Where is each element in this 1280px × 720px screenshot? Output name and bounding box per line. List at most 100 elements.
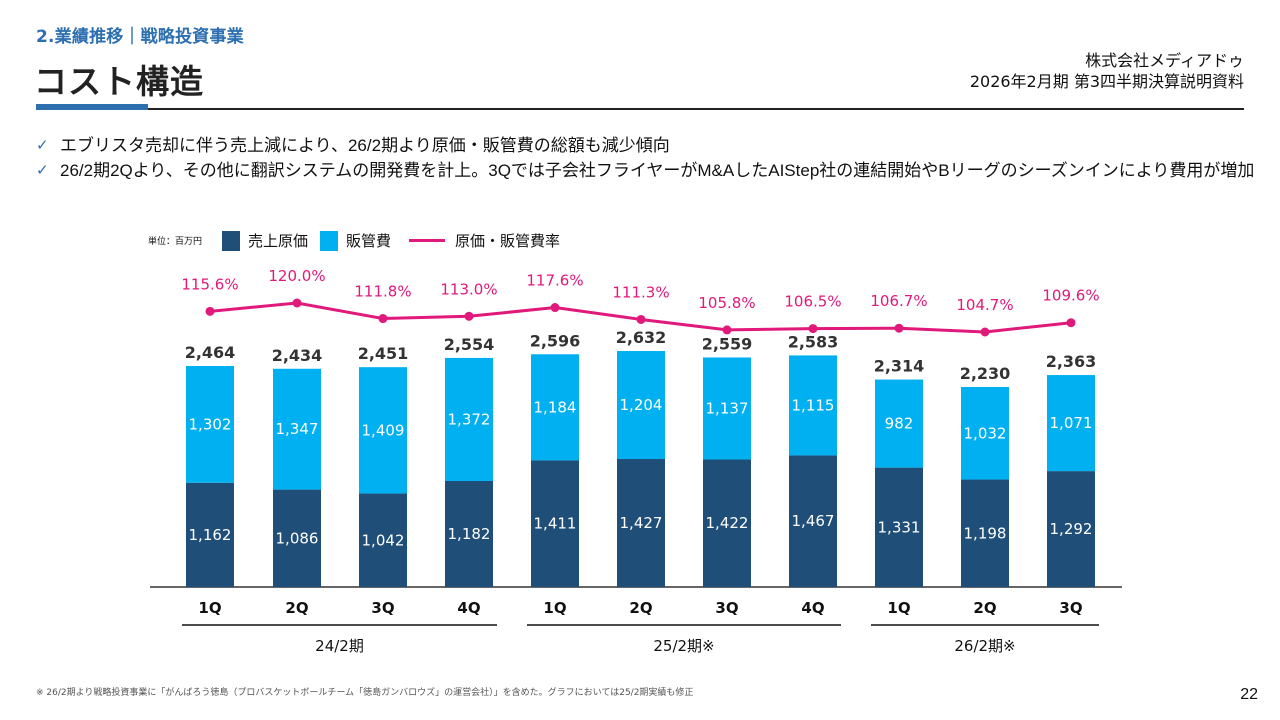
x-tick-label: 1Q (543, 599, 566, 617)
data-label-cost-of-sales: 1,198 (964, 524, 1007, 542)
x-tick-label: 4Q (457, 599, 480, 617)
data-label-sga: 1,115 (792, 396, 835, 414)
data-label-sga: 1,071 (1050, 414, 1093, 432)
data-label-sga: 1,409 (362, 421, 405, 439)
bar-sga (789, 355, 837, 456)
data-label-total: 2,464 (185, 343, 236, 362)
data-label-total: 2,434 (272, 346, 323, 365)
page-title: コスト構造 (34, 62, 204, 101)
bar-sga (359, 367, 407, 494)
group-label: 25/2期※ (653, 637, 714, 655)
data-label-total: 2,230 (960, 364, 1011, 383)
bullet-text: 26/2期2Qより、その他に翻訳システムの開発費を計上。3Qでは子会社フライヤー… (60, 161, 1255, 180)
bar-cost-of-sales (273, 489, 321, 587)
ratio-label: 111.3% (612, 283, 669, 301)
group-label: 26/2期※ (954, 637, 1015, 655)
data-label-cost-of-sales: 1,427 (620, 514, 663, 532)
ratio-point (894, 323, 904, 333)
data-label-cost-of-sales: 1,331 (878, 518, 921, 536)
data-label-cost-of-sales: 1,292 (1050, 520, 1093, 538)
bullet-list: ✓ エブリスタ売却に伴う売上減により、26/2期より原価・販管費の総額も減少傾向… (36, 133, 1256, 183)
ratio-label: 104.7% (956, 296, 1013, 314)
section-title: 2.業績推移｜戦略投資事業 (36, 27, 244, 47)
bar-sga (1047, 375, 1095, 472)
ratio-label: 120.0% (268, 267, 325, 285)
legend-swatch-cost-of-sales (222, 230, 241, 251)
bar-sga (186, 366, 234, 483)
x-tick-label: 1Q (887, 599, 910, 617)
ratio-point (378, 314, 388, 324)
page-number: 22 (1240, 686, 1258, 703)
bar-sga (875, 379, 923, 468)
data-label-sga: 1,184 (534, 398, 577, 416)
legend-label: 売上原価 (248, 232, 309, 250)
data-label-cost-of-sales: 1,422 (706, 514, 749, 532)
data-label-cost-of-sales: 1,042 (362, 531, 405, 549)
bar-cost-of-sales (531, 460, 579, 587)
ratio-point (205, 306, 215, 316)
data-label-total: 2,451 (358, 344, 409, 363)
x-tick-label: 4Q (801, 599, 824, 617)
data-label-cost-of-sales: 1,182 (448, 525, 491, 543)
data-label-total: 2,583 (788, 332, 839, 351)
x-tick-label: 3Q (371, 599, 394, 617)
check-icon: ✓ (36, 162, 49, 179)
bar-cost-of-sales (789, 455, 837, 587)
legend-item-cost-of-sales: 売上原価 (222, 230, 308, 251)
company-name: 株式会社メディアドゥ (1085, 51, 1244, 70)
bullet-text: エブリスタ売却に伴う売上減により、26/2期より原価・販管費の総額も減少傾向 (60, 136, 670, 155)
ratio-point (722, 325, 732, 335)
data-label-total: 2,559 (702, 334, 753, 353)
header-accent-bar (36, 104, 148, 110)
data-label-sga: 982 (885, 415, 914, 433)
legend-item-ratio: 原価・販管費率 (403, 230, 560, 251)
data-label-sga: 1,372 (448, 410, 491, 428)
bar-sga (617, 351, 665, 460)
data-label-sga: 1,032 (964, 424, 1007, 442)
data-label-total: 2,363 (1046, 352, 1097, 371)
legend-label: 原価・販管費率 (455, 232, 561, 250)
ratio-label: 106.7% (870, 292, 927, 310)
ratio-point (550, 303, 560, 313)
ratio-label: 109.6% (1042, 287, 1099, 305)
ratio-point (636, 314, 646, 324)
header-divider (36, 108, 1244, 110)
legend-label: 販管費 (346, 232, 392, 250)
x-tick-label: 2Q (973, 599, 996, 617)
ratio-point (808, 324, 818, 334)
ratio-point (464, 311, 474, 321)
group-label: 24/2期 (315, 637, 364, 655)
bar-cost-of-sales (445, 480, 493, 587)
ratio-point (292, 298, 302, 308)
x-tick-label: 2Q (285, 599, 308, 617)
legend-line-ratio (409, 239, 446, 242)
ratio-point (1066, 318, 1076, 328)
data-label-sga: 1,302 (189, 415, 232, 433)
ratio-label: 117.6% (526, 272, 583, 290)
company-info: 株式会社メディアドゥ 2026年2月期 第3四半期決算説明資料 (970, 50, 1244, 92)
data-label-total: 2,632 (616, 328, 667, 347)
ratio-label: 113.0% (440, 280, 497, 298)
bar-sga (531, 354, 579, 461)
data-label-cost-of-sales: 1,162 (189, 526, 232, 544)
x-tick-label: 3Q (1059, 599, 1082, 617)
check-icon: ✓ (36, 137, 49, 154)
x-tick-label: 1Q (198, 599, 221, 617)
bar-cost-of-sales (617, 459, 665, 587)
ratio-label: 105.8% (698, 294, 755, 312)
x-tick-label: 2Q (629, 599, 652, 617)
data-label-sga: 1,347 (276, 420, 319, 438)
ratio-point (980, 327, 990, 337)
bar-cost-of-sales (703, 459, 751, 587)
data-label-cost-of-sales: 1,411 (534, 515, 577, 533)
data-label-total: 2,596 (530, 331, 581, 350)
data-label-total: 2,314 (874, 357, 925, 376)
bar-cost-of-sales (186, 482, 234, 587)
legend-swatch-sga (320, 230, 339, 251)
data-label-cost-of-sales: 1,467 (792, 512, 835, 530)
bar-sga (703, 357, 751, 460)
data-label-total: 2,554 (444, 335, 495, 354)
bar-sga (961, 386, 1009, 480)
bullet-item: ✓ エブリスタ売却に伴う売上減により、26/2期より原価・販管費の総額も減少傾向 (36, 133, 1256, 158)
